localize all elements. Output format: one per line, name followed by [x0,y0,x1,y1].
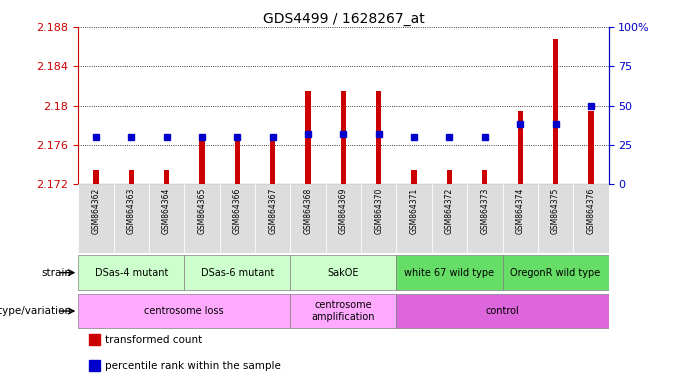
Bar [411,170,417,184]
Bar [376,91,381,184]
Bar [290,255,396,290]
Text: GSM864375: GSM864375 [551,188,560,234]
Text: GSM864362: GSM864362 [91,188,101,234]
Bar [447,170,452,184]
Bar [78,255,184,290]
Bar [184,184,220,253]
Bar [573,184,609,253]
Text: GSM864371: GSM864371 [409,188,419,234]
Bar [114,184,149,253]
Text: GSM864365: GSM864365 [197,188,207,234]
Text: GSM864376: GSM864376 [586,188,596,234]
Text: DSas-4 mutant: DSas-4 mutant [95,268,168,278]
Bar [467,184,503,253]
Text: OregonR wild type: OregonR wild type [511,268,600,278]
Text: strain: strain [41,268,71,278]
Bar [93,170,99,184]
Bar [235,137,240,184]
Bar [432,184,467,253]
Bar [78,294,290,328]
Bar [290,184,326,253]
Text: GSM864366: GSM864366 [233,188,242,234]
Bar [89,334,101,345]
Bar [270,137,275,184]
Bar [503,255,609,290]
Bar [341,91,346,184]
Bar [199,140,205,184]
Bar [89,360,101,371]
Title: GDS4499 / 1628267_at: GDS4499 / 1628267_at [262,12,424,26]
Bar [553,39,558,184]
Text: genotype/variation: genotype/variation [0,306,71,316]
Text: GSM864363: GSM864363 [126,188,136,234]
Bar [290,294,396,328]
Text: percentile rank within the sample: percentile rank within the sample [105,361,281,371]
Text: GSM864369: GSM864369 [339,188,348,234]
Text: GSM864374: GSM864374 [515,188,525,234]
Bar [184,255,290,290]
Bar [255,184,290,253]
Bar [396,294,609,328]
Text: centrosome
amplification: centrosome amplification [311,300,375,322]
Text: GSM864367: GSM864367 [268,188,277,234]
Bar [482,170,488,184]
Bar [517,111,523,184]
Text: GSM864370: GSM864370 [374,188,384,234]
Text: white 67 wild type: white 67 wild type [405,268,494,278]
Text: control: control [486,306,520,316]
Text: GSM864364: GSM864364 [162,188,171,234]
Bar [503,184,538,253]
Bar [588,111,594,184]
Text: transformed count: transformed count [105,335,202,345]
Bar [164,170,169,184]
Text: GSM864368: GSM864368 [303,188,313,234]
Bar [326,184,361,253]
Bar [149,184,184,253]
Text: centrosome loss: centrosome loss [144,306,224,316]
Bar [129,170,134,184]
Bar [220,184,255,253]
Bar [305,91,311,184]
Text: DSas-6 mutant: DSas-6 mutant [201,268,274,278]
Bar [538,184,573,253]
Text: SakOE: SakOE [328,268,359,278]
Text: GSM864372: GSM864372 [445,188,454,234]
Bar [361,184,396,253]
Bar [78,184,114,253]
Text: GSM864373: GSM864373 [480,188,490,234]
Bar [396,255,503,290]
Bar [396,184,432,253]
